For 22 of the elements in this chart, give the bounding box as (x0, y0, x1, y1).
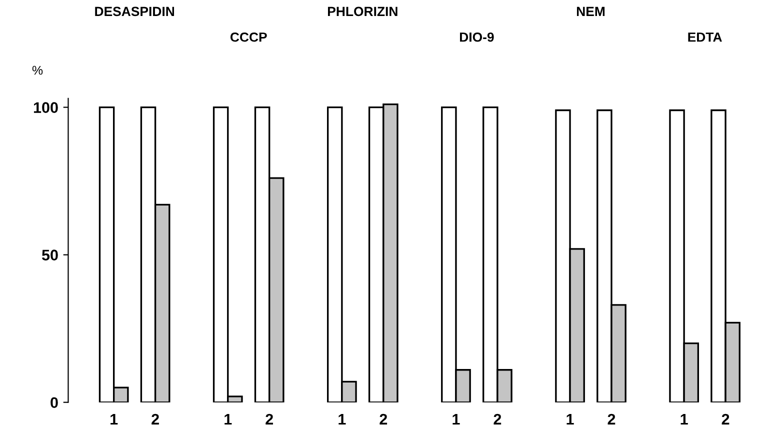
text: DIO-9 (460, 32, 494, 42)
x-tick-label: 2 (380, 414, 388, 425)
x-tick-label: 2 (266, 414, 273, 425)
text: PHLORIZIN (328, 6, 398, 16)
y-tick-label: 0 (50, 397, 58, 408)
text: DESASPIDIN (95, 6, 174, 16)
x-tick-label: 1 (452, 414, 460, 425)
x-tick-label: 1 (680, 414, 688, 425)
text: NEM (576, 6, 605, 16)
text: CCCP (230, 32, 267, 42)
y-tick-label: 100 (34, 102, 58, 113)
x-tick-label: 2 (722, 414, 730, 425)
x-tick-label: 1 (338, 414, 346, 425)
x-tick-label: 1 (110, 414, 118, 425)
x-tick-label: 2 (152, 414, 159, 425)
text: EDTA (688, 32, 722, 42)
x-tick-label: 1 (566, 414, 574, 425)
x-tick-label: 2 (494, 414, 502, 425)
y-axis-title: % (32, 66, 43, 75)
x-tick-label: 1 (224, 414, 232, 425)
y-tick-label: 50 (42, 250, 58, 260)
x-tick-label: 2 (608, 414, 616, 425)
